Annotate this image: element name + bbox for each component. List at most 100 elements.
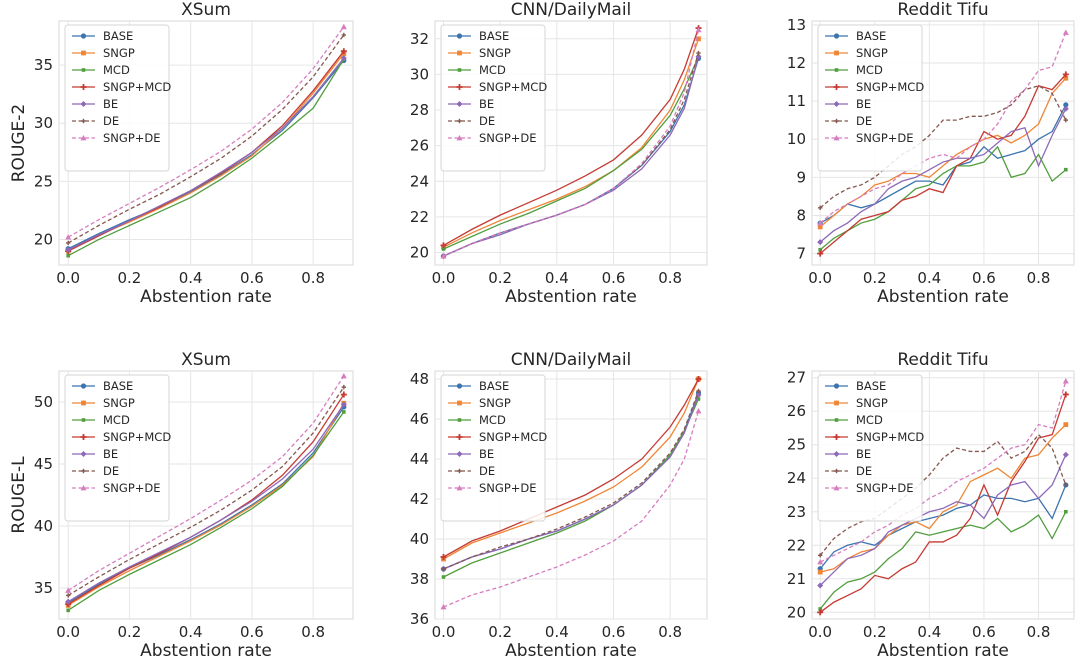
- series-line-base: [67, 60, 345, 250]
- series-sngp-mcd: [440, 376, 702, 560]
- series-line-sngp: [443, 378, 700, 560]
- chart-title: CNN/DailyMail: [511, 350, 632, 370]
- legend-label-sngp: SNGP: [856, 46, 888, 60]
- x-tick-label: 0.2: [118, 269, 142, 287]
- legend-label-be: BE: [103, 447, 118, 461]
- data-point-de: [65, 593, 71, 598]
- series-line-sngp-mcd: [819, 394, 1067, 613]
- legend-label-sngp: SNGP: [103, 396, 135, 410]
- data-point-be: [817, 239, 824, 246]
- legend-label-mcd: MCD: [856, 413, 883, 427]
- data-point-mcd: [696, 397, 701, 401]
- legend-marker-base: [80, 383, 87, 389]
- y-tick-label: 25: [34, 172, 53, 190]
- legend-box: [440, 24, 546, 172]
- series-line-sngp: [443, 38, 700, 248]
- legend-marker-base: [80, 33, 87, 39]
- x-tick-label: 0.6: [602, 623, 626, 641]
- data-point-be: [1062, 451, 1069, 458]
- series-line-sngp-de: [443, 29, 700, 257]
- legend-marker-sngp: [457, 400, 462, 406]
- legend-marker-base: [833, 383, 840, 389]
- data-point-sngp: [817, 224, 823, 230]
- legend: BASE SNGP MCD SNGP+MCD BE DE SNGP+DE: [440, 374, 547, 522]
- legend-marker-de: [834, 468, 839, 474]
- x-tick-label: 0.6: [240, 623, 264, 641]
- data-point-mcd: [342, 410, 346, 414]
- y-tick-label: 48: [410, 370, 429, 388]
- data-point-de: [1063, 117, 1069, 123]
- legend-label-sngp-de: SNGP+DE: [479, 131, 537, 145]
- legend-label-sngp-de: SNGP+DE: [103, 481, 161, 495]
- chart-title: CNN/DailyMail: [511, 0, 632, 20]
- series-line-be: [443, 394, 700, 570]
- series-mcd: [441, 397, 701, 579]
- data-point-de: [696, 50, 701, 56]
- legend-marker-sngp-mcd: [456, 84, 463, 90]
- x-tick-label: 0.0: [808, 623, 832, 641]
- legend-marker-be: [833, 101, 840, 107]
- legend-marker-de: [81, 118, 86, 124]
- data-point-sngp-de: [65, 587, 72, 593]
- data-point-mcd: [441, 575, 446, 579]
- x-tick-label: 0.6: [240, 269, 264, 287]
- data-point-sngp: [696, 36, 701, 42]
- y-tick-label: 26: [410, 137, 429, 155]
- y-tick-label: 26: [787, 402, 806, 420]
- chart-title: Reddit Tifu: [897, 350, 988, 370]
- y-axis-label: ROUGE-L: [9, 456, 29, 534]
- y-tick-label: 22: [787, 536, 806, 554]
- x-tick-label: 0.4: [545, 623, 569, 641]
- series-be: [817, 105, 1069, 246]
- legend-marker-be: [833, 451, 840, 457]
- legend-marker-sngp: [81, 400, 86, 406]
- legend-marker-sngp-de: [456, 135, 463, 141]
- legend-label-sngp-mcd: SNGP+MCD: [856, 80, 924, 94]
- chart-panel-4: 0.0 0.2 0.4 0.6 0.8 35 40 45 50 XSum Abstention ra…: [9, 350, 354, 661]
- y-tick-label: 38: [410, 570, 429, 588]
- y-tick-label: 23: [787, 503, 806, 521]
- data-point-sngp-de: [1062, 29, 1069, 35]
- series-line-mcd: [443, 398, 700, 578]
- series-line-de: [67, 386, 345, 596]
- data-point-be: [817, 582, 824, 589]
- legend-label-base: BASE: [856, 379, 886, 393]
- series-line-mcd: [67, 411, 345, 611]
- data-point-mcd: [1064, 167, 1068, 172]
- legend-marker-sngp-mcd: [833, 434, 840, 440]
- x-tick-label: 0.4: [545, 269, 569, 287]
- x-tick-label: 0.2: [863, 623, 887, 641]
- legend-marker-base: [456, 383, 463, 389]
- legend-label-sngp-de: SNGP+DE: [479, 481, 537, 495]
- data-point-sngp-mcd: [340, 391, 347, 398]
- legend-label-de: DE: [856, 464, 872, 478]
- legend-label-base: BASE: [479, 379, 509, 393]
- legend-marker-sngp-mcd: [80, 434, 87, 440]
- legend-label-de: DE: [103, 464, 119, 478]
- x-tick-label: 0.2: [118, 623, 142, 641]
- x-tick-label: 0.0: [56, 623, 80, 641]
- y-tick-label: 40: [410, 530, 429, 548]
- y-tick-label: 21: [787, 570, 806, 588]
- series-line-mcd: [819, 511, 1067, 610]
- y-tick-label: 12: [787, 54, 806, 72]
- legend-label-be: BE: [479, 447, 494, 461]
- legend-label-sngp: SNGP: [479, 396, 511, 410]
- data-point-de: [1063, 482, 1069, 488]
- data-point-de: [817, 205, 823, 211]
- legend-marker-mcd: [81, 68, 86, 72]
- series-line-sngp-de: [819, 380, 1067, 563]
- x-axis-label: Abstention rate: [140, 287, 272, 307]
- y-tick-label: 28: [410, 101, 429, 119]
- series-sngp-mcd: [817, 71, 1069, 257]
- series-de: [65, 32, 347, 246]
- data-point-sngp-mcd: [1062, 391, 1069, 398]
- y-tick-label: 10: [787, 130, 806, 148]
- data-point-sngp-de: [695, 408, 702, 414]
- legend-marker-sngp-de: [456, 485, 463, 491]
- legend-marker-mcd: [81, 418, 86, 422]
- data-point-sngp-de: [340, 23, 347, 30]
- series-mcd: [66, 410, 346, 613]
- x-tick-label: 0.8: [658, 269, 682, 287]
- series-line-sngp-de: [819, 32, 1067, 224]
